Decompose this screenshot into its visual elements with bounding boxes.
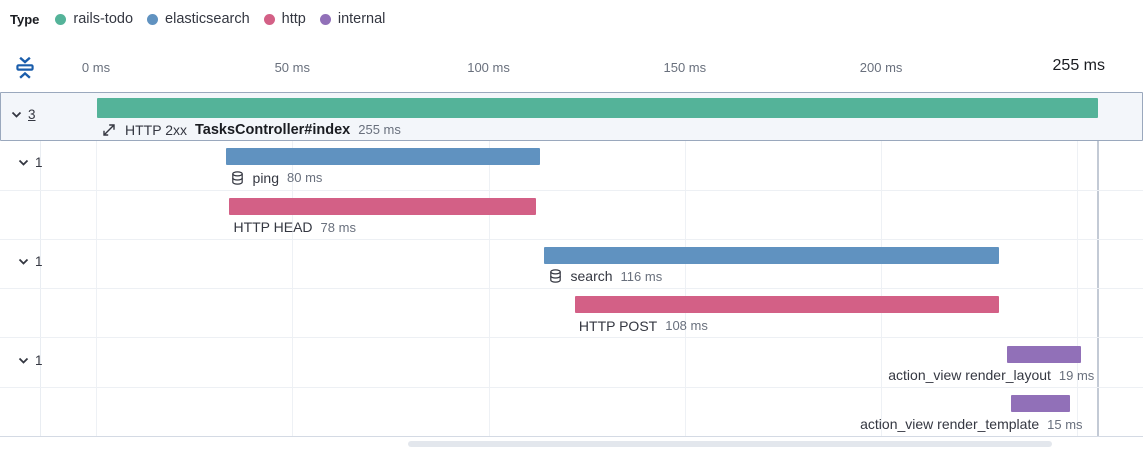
- axis-tick-label: 100 ms: [467, 60, 510, 75]
- axis-tick-label: 200 ms: [859, 60, 903, 75]
- item-duration: 108 ms: [665, 318, 708, 334]
- chevron-down-icon: [17, 156, 30, 169]
- item-name: HTTP HEAD: [233, 219, 313, 236]
- item-duration: 19 ms: [1058, 367, 1095, 383]
- span-bar[interactable]: [1010, 394, 1070, 412]
- legend-item-label: elasticsearch: [165, 11, 250, 27]
- horizontal-scrollbar-thumb[interactable]: [408, 441, 1052, 447]
- legend-item-rails-todo[interactable]: rails-todo: [55, 11, 133, 27]
- collapse-timeline-button[interactable]: [13, 55, 37, 81]
- gridline: [96, 92, 97, 437]
- span-label[interactable]: action_view render_template 15 ms: [860, 414, 1082, 435]
- result-label: HTTP 2xx: [125, 121, 187, 138]
- legend-dot: [55, 13, 67, 25]
- span-label[interactable]: HTTP HEAD 78 ms: [233, 217, 356, 238]
- span-row: HTTP HEAD 78 ms: [0, 191, 1143, 240]
- item-name: search: [570, 268, 613, 285]
- transaction-row: 3 HTTP 2xx TasksController#index 255 ms: [0, 92, 1143, 142]
- chart-bottom-border: [0, 436, 1143, 437]
- item-duration: 80 ms: [287, 170, 323, 186]
- span-row: 1 ping 80 ms: [0, 141, 1143, 191]
- item-duration: 255 ms: [358, 122, 401, 137]
- accordion-toggle[interactable]: 3: [10, 107, 36, 122]
- span-row: 1 search 116 ms: [0, 240, 1143, 290]
- gridline: [684, 92, 686, 437]
- item-duration: 78 ms: [320, 219, 356, 235]
- span-label[interactable]: HTTP POST 108 ms: [579, 315, 708, 336]
- accordion-toggle[interactable]: 1: [17, 254, 43, 269]
- item-name: action_view render_layout: [888, 367, 1051, 383]
- span-row: 1 action_view render_layout 19 ms: [0, 339, 1143, 388]
- span-bar[interactable]: [225, 148, 540, 166]
- transaction-bar[interactable]: [97, 98, 1098, 118]
- gutter-divider: [40, 92, 41, 437]
- item-name: TasksController#index: [194, 121, 351, 138]
- gridline: [292, 92, 294, 437]
- legend-item-http[interactable]: http: [263, 11, 306, 27]
- legend-item-label: rails-todo: [73, 11, 134, 27]
- span-bar[interactable]: [229, 197, 536, 215]
- legend-dot: [319, 13, 331, 25]
- span-label[interactable]: search 116 ms: [548, 266, 663, 287]
- legend-item-elasticsearch[interactable]: elasticsearch: [147, 11, 250, 27]
- legend-dot: [263, 13, 275, 25]
- item-name: HTTP POST: [578, 317, 658, 334]
- child-count[interactable]: 3: [28, 107, 36, 122]
- span-row: action_view render_template 15 ms: [0, 388, 1143, 438]
- transaction-merge-icon: [101, 122, 117, 138]
- gridline: [881, 92, 883, 437]
- gridline: [488, 92, 490, 437]
- item-name: action_view render_template: [860, 416, 1040, 433]
- span-label[interactable]: ping 80 ms: [230, 167, 323, 188]
- legend-item-label: http: [281, 11, 306, 27]
- item-name: ping: [252, 169, 279, 186]
- axis-tick-label: 150 ms: [663, 60, 707, 75]
- axis-end-label: 255 ms: [1052, 57, 1105, 74]
- chevron-down-icon: [10, 108, 23, 121]
- waterfall-chart: 3 HTTP 2xx TasksController#index 255 ms 1 pin…: [0, 92, 1143, 438]
- legend-item-label: internal: [337, 11, 386, 27]
- span-bar[interactable]: [1006, 345, 1082, 363]
- database-icon: [548, 268, 563, 284]
- span-bar[interactable]: [574, 296, 999, 314]
- legend-item-internal[interactable]: internal: [319, 11, 386, 27]
- axis-tick-label: 0 ms: [81, 60, 111, 75]
- span-row: HTTP POST 108 ms: [0, 289, 1143, 339]
- transaction-label[interactable]: HTTP 2xx TasksController#index 255 ms: [101, 119, 401, 140]
- accordion-toggle[interactable]: 1: [17, 353, 43, 368]
- legend-title: Type: [10, 11, 40, 27]
- fold-icon: [13, 56, 37, 84]
- span-label[interactable]: action_view render_layout 19 ms: [888, 365, 1094, 386]
- accordion-toggle[interactable]: 1: [17, 155, 43, 170]
- type-legend: Type rails-todo elasticsearch http internal: [10, 9, 385, 29]
- child-count[interactable]: 1: [35, 253, 43, 269]
- item-duration: 116 ms: [620, 268, 663, 284]
- chevron-down-icon: [17, 255, 30, 268]
- chevron-down-icon: [17, 354, 30, 367]
- axis-tick-label: 50 ms: [274, 60, 310, 75]
- database-icon: [230, 170, 245, 186]
- gridline: [1077, 92, 1079, 437]
- child-count[interactable]: 1: [35, 352, 43, 368]
- item-duration: 15 ms: [1047, 416, 1083, 432]
- span-bar[interactable]: [543, 246, 999, 264]
- child-count[interactable]: 1: [35, 155, 43, 171]
- legend-dot: [147, 13, 159, 25]
